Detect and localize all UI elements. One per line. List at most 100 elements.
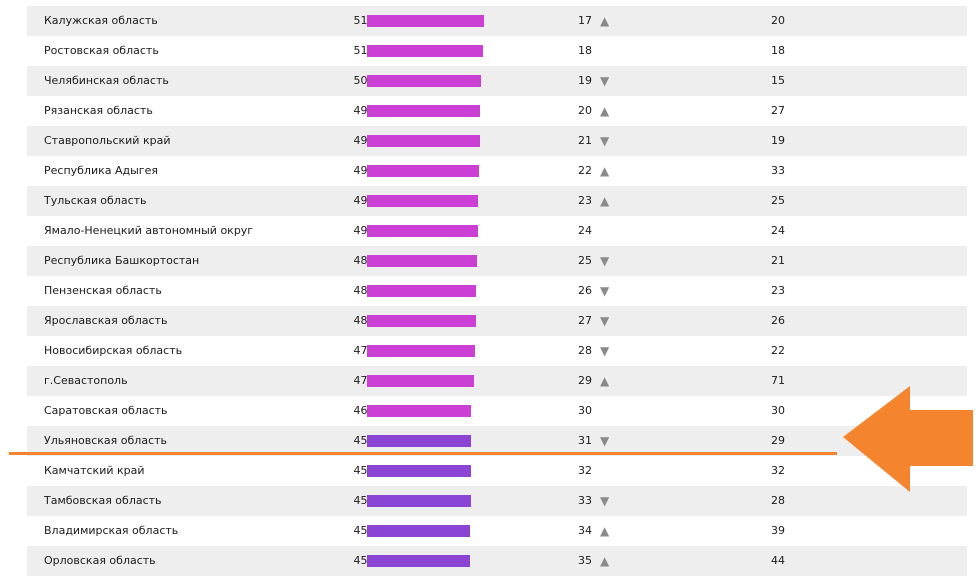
region-name: Новосибирская область [44,344,183,357]
region-name: г.Севастополь [44,374,128,387]
region-name: Орловская область [44,554,156,567]
previous-rank-value: 24 [771,224,785,237]
table-row: Тамбовская область45,9133▼28 [27,486,967,516]
score-bar [367,405,471,417]
rank-value: 28 [578,344,592,357]
down-triangle-icon: ▼ [600,494,610,508]
up-triangle-icon: ▲ [600,554,610,568]
previous-rank-value: 33 [771,164,785,177]
table-row: Ярославская область48,4027▼26 [27,306,967,336]
rank-value: 17 [578,14,592,27]
table-row: Рязанская область49,9420▲27 [27,96,967,126]
region-name: Калужская область [44,14,158,27]
score-bar [367,255,477,267]
region-name: Камчатский край [44,464,145,477]
up-triangle-icon: ▲ [600,374,610,388]
table-row: Пензенская область48,4126▼23 [27,276,967,306]
table-row: Калужская область51,8417▲20 [27,6,967,36]
previous-rank-value: 30 [771,404,785,417]
region-name: Пензенская область [44,284,162,297]
rank-value: 29 [578,374,592,387]
score-bar [367,15,484,27]
region-name: Республика Адыгея [44,164,158,177]
region-name: Ярославская область [44,314,168,327]
previous-rank-value: 22 [771,344,785,357]
table-row: Ставропольский край49,8521▼19 [27,126,967,156]
score-bar [367,435,471,447]
up-triangle-icon: ▲ [600,194,610,208]
previous-rank-value: 19 [771,134,785,147]
orange-arrow-icon [843,386,973,492]
up-triangle-icon: ▲ [600,524,610,538]
rank-value: 19 [578,74,592,87]
highlight-underline [9,452,837,455]
score-bar [367,345,475,357]
region-name: Владимирская область [44,524,179,537]
up-triangle-icon: ▲ [600,14,610,28]
score-bar [367,375,474,387]
score-bar [367,525,470,537]
score-bar [367,315,476,327]
score-bar [367,465,471,477]
table-row: Тульская область49,1123▲25 [27,186,967,216]
region-name: Ульяновская область [44,434,168,447]
rank-value: 18 [578,44,592,57]
region-name: Тульская область [44,194,147,207]
rank-value: 23 [578,194,592,207]
rank-value: 21 [578,134,592,147]
table-row: Саратовская область46,093030 [27,396,967,426]
score-bar [367,285,476,297]
table-row: Республика Адыгея49,5222▲33 [27,156,967,186]
previous-rank-value: 44 [771,554,785,567]
previous-rank-value: 39 [771,524,785,537]
table-row: Владимирская область45,8434▲39 [27,516,967,546]
previous-rank-value: 21 [771,254,785,267]
previous-rank-value: 71 [771,374,785,387]
score-bar [367,195,478,207]
rank-value: 33 [578,494,592,507]
score-bar [367,135,480,147]
previous-rank-value: 18 [771,44,785,57]
rank-value: 27 [578,314,592,327]
table-row: г.Севастополь47,2429▲71 [27,366,967,396]
previous-rank-value: 25 [771,194,785,207]
down-triangle-icon: ▼ [600,74,610,88]
previous-rank-value: 26 [771,314,785,327]
rank-value: 34 [578,524,592,537]
table-row: Камчатский край45,913232 [27,456,967,486]
down-triangle-icon: ▼ [600,434,610,448]
previous-rank-value: 27 [771,104,785,117]
down-triangle-icon: ▼ [600,254,610,268]
table-row: Ямало-Ненецкий автономный округ49,032424 [27,216,967,246]
region-name: Тамбовская область [44,494,162,507]
rank-value: 32 [578,464,592,477]
table-row: Ростовская область51,611818 [27,36,967,66]
rank-value: 20 [578,104,592,117]
previous-rank-value: 29 [771,434,785,447]
region-name: Республика Башкортостан [44,254,200,267]
score-bar [367,495,471,507]
rank-value: 31 [578,434,592,447]
score-bar [367,75,481,87]
rank-value: 30 [578,404,592,417]
previous-rank-value: 15 [771,74,785,87]
up-triangle-icon: ▲ [600,164,610,178]
up-triangle-icon: ▲ [600,104,610,118]
rank-value: 25 [578,254,592,267]
down-triangle-icon: ▼ [600,314,610,328]
previous-rank-value: 23 [771,284,785,297]
down-triangle-icon: ▼ [600,284,610,298]
rank-value: 35 [578,554,592,567]
score-bar [367,45,483,57]
down-triangle-icon: ▼ [600,134,610,148]
table-row: Новосибирская область47,7728▼22 [27,336,967,366]
region-name: Челябинская область [44,74,169,87]
table-row: Республика Башкортостан48,8225▼21 [27,246,967,276]
table-row: Орловская область45,8235▲44 [27,546,967,576]
score-bar [367,165,479,177]
region-name: Ямало-Ненецкий автономный округ [44,224,254,237]
previous-rank-value: 20 [771,14,785,27]
region-name: Саратовская область [44,404,168,417]
score-bar [367,555,470,567]
down-triangle-icon: ▼ [600,344,610,358]
